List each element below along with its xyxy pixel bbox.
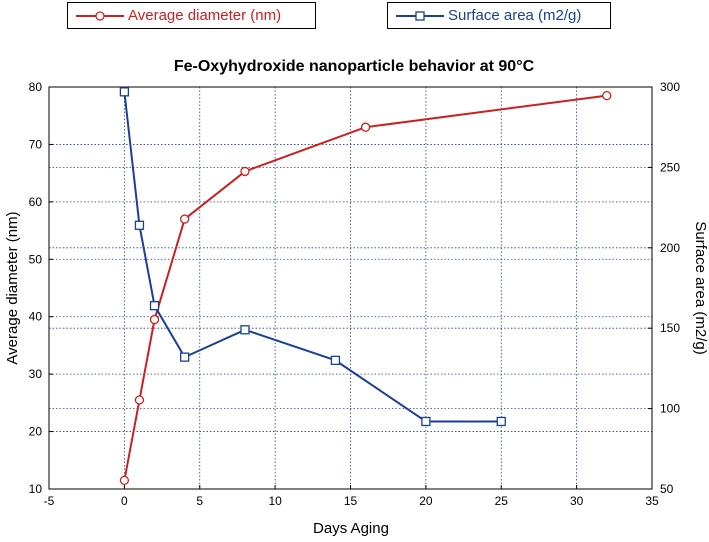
series-1-point — [180, 352, 190, 362]
y-left-tick-label: 70 — [29, 137, 43, 151]
x-tick-label: 10 — [268, 494, 282, 508]
legend-surface-area-label: Surface area (m2/g) — [448, 7, 582, 24]
y-right-tick-label: 200 — [660, 241, 680, 255]
series-0-point — [602, 90, 612, 101]
x-tick-label: -5 — [44, 494, 55, 508]
x-tick-label: 0 — [121, 494, 128, 508]
y-right-tick-label: 50 — [660, 482, 674, 496]
x-tick-label: 15 — [344, 494, 358, 508]
y-left-tick-label: 30 — [29, 367, 43, 381]
series-0-line — [123, 94, 607, 481]
series-0-point — [360, 122, 371, 132]
y-axis-left-label: Average diameter (nm) — [4, 211, 21, 364]
series-0-point — [119, 475, 130, 486]
legend-surface-area-swatch — [396, 10, 444, 21]
series-1-line — [123, 91, 502, 423]
series-0-point — [180, 214, 190, 224]
y-axis-right-label: Surface area (m2/g) — [692, 221, 709, 354]
series-1-point — [421, 416, 431, 427]
y-right-tick-label: 150 — [660, 321, 680, 335]
grid — [49, 87, 652, 489]
y-left-tick-label: 80 — [29, 80, 43, 94]
series-1-point — [240, 325, 250, 335]
series-1-point — [149, 301, 160, 311]
legend-diameter-swatch — [76, 10, 124, 21]
chart-title: Fe-Oxyhydroxide nanoparticle behavior at… — [174, 58, 535, 75]
series-1-point — [330, 355, 341, 366]
series — [119, 87, 612, 486]
y-right-tick-label: 250 — [660, 160, 680, 174]
series-1-point — [134, 220, 145, 230]
x-tick-label: 35 — [645, 494, 659, 508]
x-tick-label: 20 — [419, 494, 433, 508]
series-0-point — [134, 395, 145, 405]
legend-diameter: Average diameter (nm) — [67, 2, 316, 29]
series-0-point — [149, 314, 160, 325]
x-tick-label: 25 — [495, 494, 509, 508]
series-1-point — [496, 416, 506, 427]
legend-diameter-label: Average diameter (nm) — [128, 7, 282, 24]
x-axis-label: Days Aging — [313, 520, 389, 537]
y-left-tick-label: 40 — [29, 310, 43, 324]
series-0-point — [240, 166, 250, 177]
y-right-tick-label: 300 — [660, 80, 680, 94]
y-left-tick-label: 10 — [29, 482, 43, 496]
y-left-tick-label: 60 — [29, 195, 43, 209]
y-left-tick-label: 50 — [29, 252, 43, 266]
y-left-tick-label: 20 — [29, 425, 43, 439]
ticks: -5 0 5 10 15 20 25 30 35 10 20 30 40 50 60 70 80 50 100 150… — [29, 80, 681, 508]
series-1-point — [119, 87, 130, 97]
x-tick-label: 30 — [570, 494, 584, 508]
y-right-tick-label: 100 — [660, 402, 680, 416]
legend-surface-area: Surface area (m2/g) — [387, 2, 611, 29]
x-tick-label: 5 — [196, 494, 203, 508]
